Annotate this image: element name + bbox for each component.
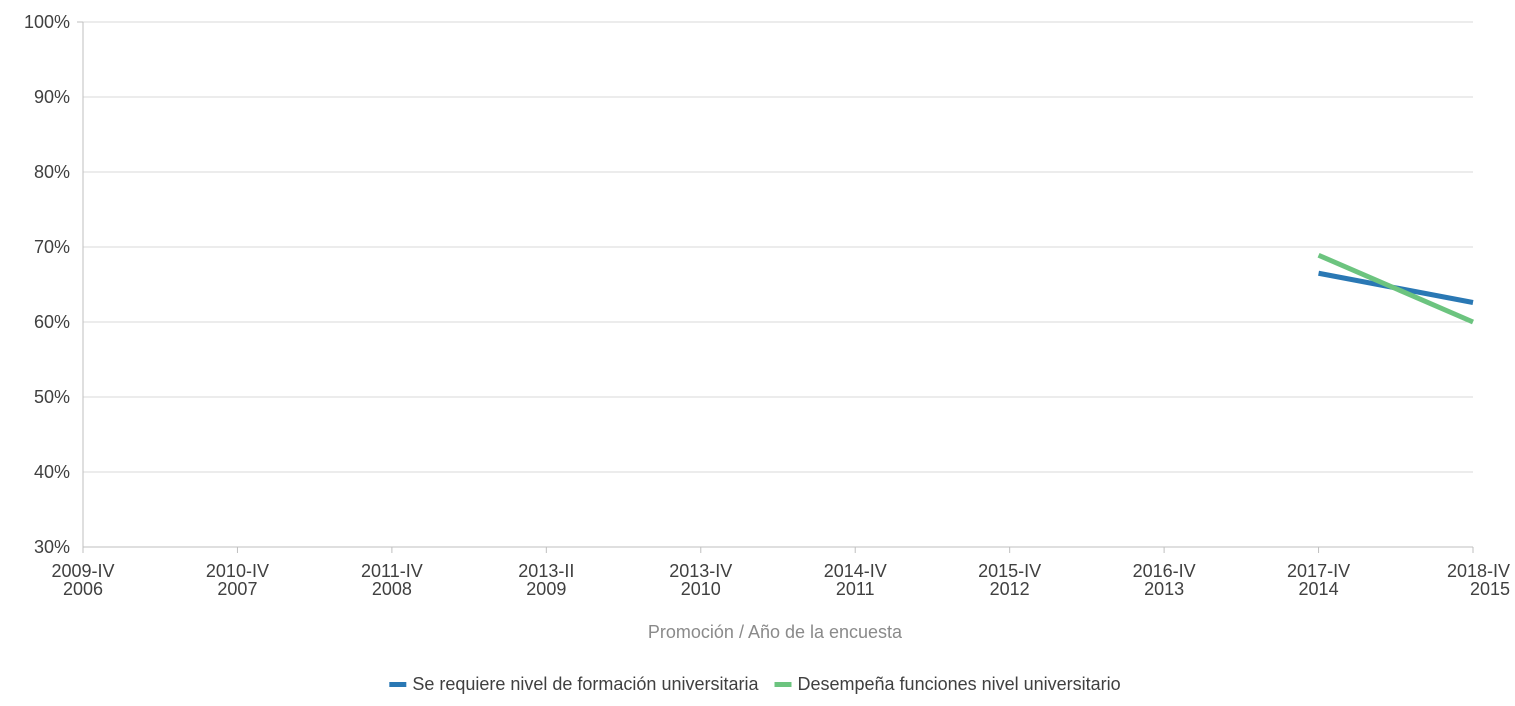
x-tick-label: 2014-IV 2011 [824,561,887,599]
x-tick-label-line: 2010-IV [206,561,269,581]
y-tick-label: 90% [34,87,70,107]
x-tick-label: 2013-II 2009 [518,561,574,599]
y-tick-label: 100% [24,12,70,32]
legend-swatch [389,682,407,687]
legend-item: Se requiere nivel de formación universit… [389,674,759,694]
x-tick-label: 2009-IV 2006 [51,561,114,599]
x-tick-label: 2015-IV 2012 [978,561,1041,599]
x-tick-label-line: 2016-IV [1133,561,1196,581]
x-tick-label-line: 2014 [1299,579,1339,599]
y-axis-ticks: 30% 40% 50% 60% 70% 80% 90% 100% [24,12,70,557]
series-line-2 [1317,252,1474,325]
x-tick-label-line: 2011 [836,579,875,599]
x-tick-label-line: 2009-IV [51,561,114,581]
x-tick-label-line: 2017-IV [1287,561,1350,581]
x-tick-label-line: 2015-IV [978,561,1041,581]
x-axis-title: Promoción / Año de la encuesta [648,622,903,642]
gridlines [83,21,1473,473]
x-tick-label: 2016-IV 2013 [1133,561,1196,599]
x-tick-label-line: 2018-IV [1447,561,1510,581]
y-tick-label: 70% [34,237,70,257]
series-lines [1317,252,1474,325]
x-tick-label-line: 2011-IV [361,561,423,581]
y-tick-label: 50% [34,387,70,407]
legend-item: Desempeña funciones nivel universitario [774,674,1121,694]
x-tick-label-line: 2012 [990,579,1030,599]
x-tick-label-line: 2008 [372,579,412,599]
y-tick-label: 30% [34,537,70,557]
legend-swatch [774,682,792,687]
x-tick-label: 2010-IV 2007 [206,561,269,599]
x-tick-label-line: 2013-II [518,561,574,581]
y-tick-label: 40% [34,462,70,482]
x-tick-label-line: 2009 [526,579,566,599]
y-tick-label: 60% [34,312,70,332]
x-axis-ticks: 2009-IV 2006 2010-IV 2007 2011-IV 2008 2013-II… [51,547,1510,599]
x-tick-label-line: 2015 [1470,579,1510,599]
x-tick-label-line: 2013-IV [669,561,732,581]
x-tick-label-line: 2013 [1144,579,1184,599]
legend-label: Desempeña funciones nivel universitario [798,674,1121,694]
legend-label: Se requiere nivel de formación universit… [412,674,759,694]
x-tick-label: 2017-IV 2014 [1287,561,1350,599]
legend: Se requiere nivel de formación universit… [389,674,1121,694]
x-tick-label: 2018-IV 2015 [1447,561,1510,599]
x-tick-label-line: 2010 [681,579,721,599]
x-tick-label-line: 2006 [63,579,103,599]
x-tick-label-line: 2014-IV [824,561,887,581]
axes [77,21,1473,548]
x-tick-label: 2013-IV 2010 [669,561,732,599]
x-tick-label-line: 2007 [217,579,257,599]
x-tick-label: 2011-IV 2008 [361,561,423,599]
y-tick-label: 80% [34,162,70,182]
